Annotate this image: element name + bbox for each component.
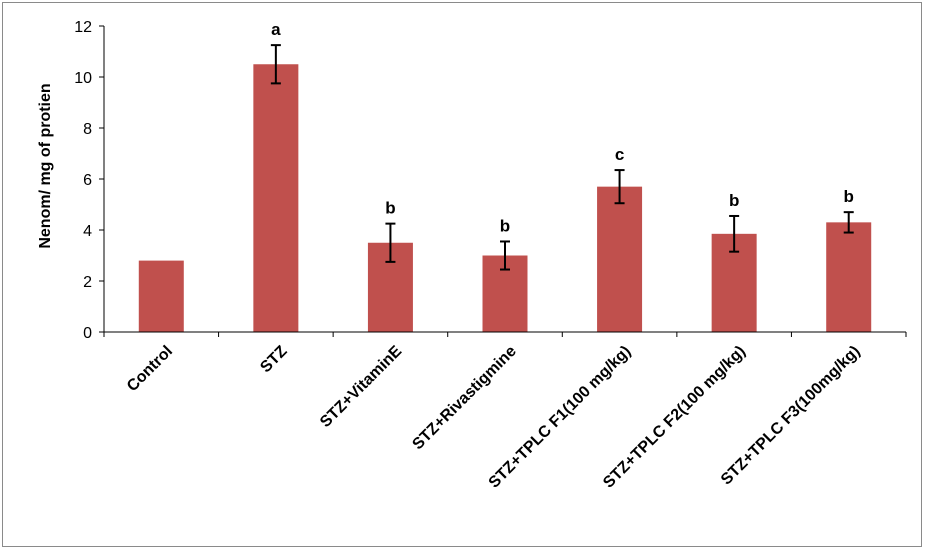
category-label: Control [124,343,176,395]
significance-label: b [844,187,854,206]
category-label: STZ+VitaminE [317,343,405,431]
y-tick-label: 0 [83,325,92,342]
error-bar [270,44,281,85]
significance-label: a [271,20,281,39]
bar [826,222,872,332]
bar [253,64,299,332]
y-tick-label: 2 [83,274,92,291]
y-tick-label: 8 [83,121,92,138]
significance-label: b [385,199,395,218]
error-bar [500,240,510,271]
category-label: STZ+TPLC F3(100mg/kg) [718,343,864,489]
y-tick-label: 6 [83,172,92,189]
y-axis-title: Nenom/ mg of protien [37,83,54,248]
category-label: STZ [257,343,291,377]
error-bar [385,222,396,263]
error-bar [614,169,625,205]
y-tick-label: 10 [74,70,92,87]
significance-label: b [729,191,739,210]
error-bar [843,211,854,234]
y-tick-label: 4 [83,223,92,240]
y-tick-label: 12 [74,19,92,36]
significance-label: c [615,145,624,164]
category-label: STZ+Rivastigmine [409,343,519,453]
error-bar [729,214,740,253]
bar [597,186,643,332]
bar [138,260,184,332]
significance-label: b [500,216,510,235]
